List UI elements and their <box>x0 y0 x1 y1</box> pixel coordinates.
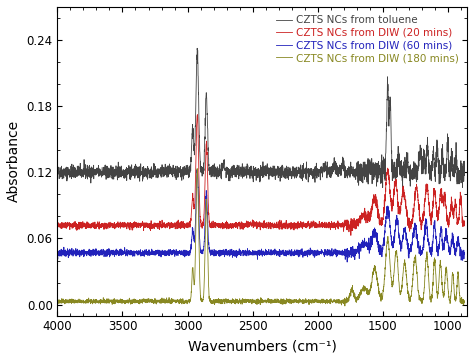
CZTS NCs from DIW (60 mins)  <box>375 243 381 247</box>
CZTS NCs from DIW (180 mins) <box>375 283 381 287</box>
CZTS NCs from DIW (180 mins) <box>457 300 463 304</box>
CZTS NCs from DIW (20 mins)  <box>348 233 354 238</box>
CZTS NCs from toluene <box>138 170 144 174</box>
CZTS NCs from DIW (60 mins)  <box>138 254 144 258</box>
CZTS NCs from DIW (60 mins)  <box>400 239 405 244</box>
CZTS NCs from DIW (180 mins) <box>342 304 348 308</box>
CZTS NCs from DIW (180 mins) <box>349 287 355 291</box>
CZTS NCs from DIW (60 mins)  <box>462 252 467 256</box>
X-axis label: Wavenumbers (cm⁻¹): Wavenumbers (cm⁻¹) <box>188 339 337 353</box>
CZTS NCs from DIW (180 mins) <box>313 300 319 304</box>
CZTS NCs from DIW (60 mins)  <box>313 253 319 257</box>
CZTS NCs from DIW (60 mins)  <box>194 167 200 172</box>
Y-axis label: Absorbance: Absorbance <box>7 120 21 202</box>
CZTS NCs from DIW (180 mins) <box>194 166 200 171</box>
Line: CZTS NCs from DIW (20 mins) : CZTS NCs from DIW (20 mins) <box>57 114 465 235</box>
CZTS NCs from DIW (60 mins)  <box>457 251 463 255</box>
CZTS NCs from DIW (20 mins)  <box>375 209 381 213</box>
CZTS NCs from toluene <box>380 185 385 190</box>
CZTS NCs from DIW (180 mins) <box>400 275 405 279</box>
CZTS NCs from toluene <box>375 171 381 176</box>
Legend: CZTS NCs from toluene, CZTS NCs from DIW (20 mins) , CZTS NCs from DIW (60 mins): CZTS NCs from toluene, CZTS NCs from DIW… <box>273 12 462 66</box>
CZTS NCs from DIW (60 mins)  <box>344 260 350 264</box>
CZTS NCs from DIW (20 mins)  <box>400 194 405 198</box>
CZTS NCs from toluene <box>462 169 467 173</box>
CZTS NCs from toluene <box>349 169 355 173</box>
CZTS NCs from toluene <box>400 172 405 176</box>
CZTS NCs from DIW (60 mins)  <box>349 251 355 255</box>
CZTS NCs from toluene <box>457 176 463 181</box>
CZTS NCs from DIW (20 mins)  <box>138 222 144 226</box>
CZTS NCs from toluene <box>313 168 319 173</box>
CZTS NCs from DIW (20 mins)  <box>462 223 467 228</box>
Line: CZTS NCs from DIW (180 mins): CZTS NCs from DIW (180 mins) <box>57 168 465 306</box>
CZTS NCs from DIW (20 mins)  <box>349 217 355 222</box>
CZTS NCs from DIW (180 mins) <box>138 300 144 305</box>
CZTS NCs from DIW (180 mins) <box>462 299 467 303</box>
Line: CZTS NCs from DIW (60 mins) : CZTS NCs from DIW (60 mins) <box>57 170 465 262</box>
CZTS NCs from DIW (180 mins) <box>55 300 60 304</box>
CZTS NCs from toluene <box>55 168 60 173</box>
CZTS NCs from DIW (20 mins)  <box>195 112 201 117</box>
CZTS NCs from DIW (20 mins)  <box>55 223 60 228</box>
CZTS NCs from toluene <box>194 46 200 50</box>
Line: CZTS NCs from toluene: CZTS NCs from toluene <box>57 48 465 188</box>
CZTS NCs from DIW (60 mins)  <box>55 247 60 251</box>
CZTS NCs from DIW (20 mins)  <box>313 222 319 227</box>
CZTS NCs from DIW (20 mins)  <box>457 202 463 207</box>
